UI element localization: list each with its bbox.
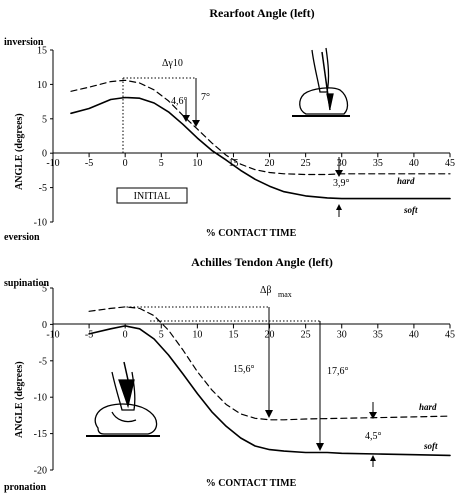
chart1-ytick-label: 15: [37, 46, 47, 57]
chart2-ticks: -10 -5 0 5 10 15 20 25 30 35 40 45 -20 -15 -10 -5 0 5: [34, 284, 455, 477]
chart1-xtick-label: 40: [409, 158, 419, 169]
chart1-xtick-label: 30: [337, 158, 347, 169]
chart2-delta-beta: Δβ: [260, 285, 272, 296]
chart1-title: Rearfoot Angle (left): [209, 6, 314, 20]
chart1-xtick-label: 10: [192, 158, 202, 169]
chart2-pronation-label: pronation: [4, 482, 46, 493]
chart2-arrow-176: [316, 443, 324, 451]
chart1-ytick-label: 5: [42, 114, 47, 125]
chart1-marker-30-arrow: [335, 170, 343, 177]
chart2-xtick-label: 10: [192, 329, 202, 340]
chart2-series-hard: [88, 306, 451, 421]
chart1-xtick-label: -10: [46, 158, 59, 169]
chart2-up-arrow: [370, 455, 376, 461]
chart1-xtick-label: 5: [159, 158, 164, 169]
chart2-xtick-label: 20: [265, 329, 275, 340]
chart1-xtick-label: 0: [123, 158, 128, 169]
chart1-series: [70, 79, 451, 200]
chart1-xtick-label: 20: [265, 158, 275, 169]
chart1-series-soft: [70, 96, 451, 200]
chart1-ylabel: ANGLE (degrees): [14, 113, 25, 190]
chart1-eversion-label: eversion: [4, 232, 40, 243]
chart1-ticks: -10 -5 0 5 10 15 20 25 30 35 40 45 -10 -5 0 5 10 15: [34, 46, 455, 229]
chart2-xtick-label: 5: [159, 329, 164, 340]
chart2-xtick-label: 45: [445, 329, 455, 340]
chart1-xtick-label: 25: [301, 158, 311, 169]
chart1-soft-label: soft: [403, 205, 418, 215]
chart1-ytick-label: -10: [34, 218, 47, 229]
chart2-xtick-label: 25: [301, 329, 311, 340]
chart1-arrow-46: [182, 115, 190, 122]
chart2-xtick-label: -5: [85, 329, 93, 340]
chart1-delta-gamma: Δγ10: [162, 58, 183, 69]
chart2-marker-arrow: [369, 412, 377, 419]
chart2-xtick-label: 0: [123, 329, 128, 340]
chart2-xtick-label: -10: [46, 329, 59, 340]
chart2-xtick-label: 40: [409, 329, 419, 340]
chart1-xlabel: % CONTACT TIME: [206, 228, 297, 239]
chart1-ytick-label: -5: [39, 183, 47, 194]
chart2-ytick-label: -15: [34, 429, 47, 440]
chart2-supination-label: supination: [4, 278, 49, 289]
chart2-ytick-label: -5: [39, 356, 47, 367]
chart1-initial-label: INITIAL: [134, 191, 171, 202]
chart2-arrow-156: [265, 410, 273, 418]
chart2-xtick-label: 35: [373, 329, 383, 340]
chart1-val-7: 7°: [201, 92, 210, 103]
chart2-series-soft: [88, 325, 451, 457]
chart2-soft-label: soft: [423, 441, 438, 451]
chart2-xtick-label: 15: [228, 329, 238, 340]
chart1-series-hard: [70, 79, 451, 176]
achilles-foot-icon: [86, 361, 160, 437]
chart2-xlabel: % CONTACT TIME: [206, 478, 297, 489]
chart1-val-46: 4,6°: [171, 96, 188, 107]
achilles-chart: Achilles Tendon Angle (left) supination …: [4, 255, 455, 493]
chart1-hard-label: hard: [397, 176, 415, 186]
chart2-title: Achilles Tendon Angle (left): [191, 255, 333, 269]
chart1-xtick-label: -5: [85, 158, 93, 169]
chart1-arrow-7: [192, 120, 200, 127]
chart1-ytick-label: 10: [37, 80, 47, 91]
chart1-inversion-label: inversion: [4, 37, 44, 48]
chart2-ytick-label: -10: [34, 393, 47, 404]
chart2-series: [88, 306, 451, 457]
chart2-xtick-label: 30: [337, 329, 347, 340]
chart1-xtick-label: 35: [373, 158, 383, 169]
chart1-xtick-label: 15: [228, 158, 238, 169]
chart1-xtick-label: 45: [445, 158, 455, 169]
chart2-hard-label: hard: [419, 402, 437, 412]
chart2-ytick-label: 0: [42, 320, 47, 331]
rearfoot-heel-icon: [292, 47, 350, 117]
rearfoot-chart: Rearfoot Angle (left) inversion eversion…: [4, 6, 455, 243]
chart1-initial-box: [116, 187, 188, 204]
chart2-ylabel: ANGLE (degrees): [14, 361, 25, 438]
chart2-delta-beta-sub: max: [278, 290, 292, 299]
chart1-ytick-label: 0: [42, 149, 47, 160]
chart1-val-39: 3,9°: [333, 178, 350, 189]
chart2-ytick-label: 5: [42, 284, 47, 295]
chart1-up-arrow: [336, 204, 342, 210]
chart2-val-156: 15,6°: [233, 364, 255, 375]
chart2-val-176: 17,6°: [327, 366, 349, 377]
chart2-ytick-label: -20: [34, 466, 47, 477]
chart2-val-45: 4,5°: [365, 431, 382, 442]
